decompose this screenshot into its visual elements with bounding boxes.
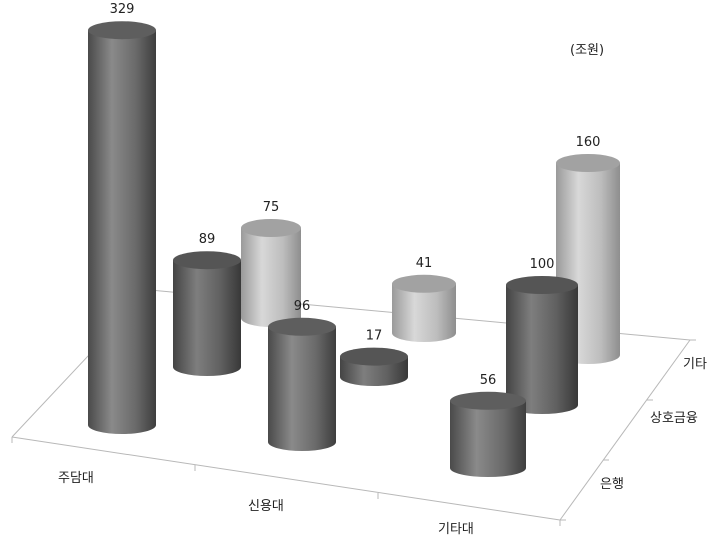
bar-body-0-0 <box>88 30 156 434</box>
bar-body-2-0 <box>241 228 301 327</box>
bar-body-2-1 <box>392 283 456 342</box>
category-label-0: 주담대 <box>58 471 94 486</box>
data-label-2-2: 160 <box>576 135 601 150</box>
depth-axis-ticks <box>560 339 696 521</box>
bar-top-2-0 <box>241 219 301 237</box>
data-label-2-0: 75 <box>263 200 280 215</box>
bar-1-2: 100 <box>506 257 578 414</box>
data-label-1-2: 100 <box>530 257 555 272</box>
data-label-1-0: 89 <box>199 232 216 247</box>
bar-body-1-2 <box>506 285 578 414</box>
category-label-2: 기타대 <box>438 522 474 537</box>
bar-top-1-0 <box>173 251 241 270</box>
data-label-2-1: 41 <box>416 256 433 271</box>
bar-0-1: 96 <box>268 299 336 451</box>
data-label-1-1: 17 <box>366 329 383 344</box>
bar-2-0: 75 <box>241 200 301 327</box>
bar-1-1: 17 <box>340 329 408 386</box>
category-label-1: 신용대 <box>248 499 284 514</box>
data-label-0-2: 56 <box>480 373 497 388</box>
bar-1-0: 89 <box>173 232 241 376</box>
depth-label-2: 기타 <box>683 357 707 372</box>
data-label-0-0: 329 <box>110 2 135 17</box>
bar-0-2: 56 <box>450 373 526 477</box>
bar-top-1-2 <box>506 276 578 294</box>
bars-group: 75 41 160 89 17 100 329 96 56 <box>88 2 620 477</box>
bar-top-0-2 <box>450 391 526 410</box>
right-floor-edge <box>559 339 691 521</box>
bar-body-0-1 <box>268 326 336 451</box>
bar-top-2-1 <box>392 274 456 293</box>
bar-top-0-0 <box>88 21 156 40</box>
bar-body-0-2 <box>450 400 526 477</box>
front-floor-edge <box>11 436 561 521</box>
bar-0-0: 329 <box>88 2 156 434</box>
bar-top-2-2 <box>556 154 620 172</box>
bar-body-1-0 <box>173 260 241 376</box>
front-axis-ticks <box>11 437 561 526</box>
bar-2-1: 41 <box>392 256 456 342</box>
data-label-0-1: 96 <box>294 299 311 314</box>
depth-label-1: 상호금융 <box>650 411 698 426</box>
depth-label-0: 은행 <box>600 476 624 492</box>
bar-top-0-1 <box>268 317 336 336</box>
unit-label: (조원) <box>570 43 604 58</box>
bar-top-1-1 <box>340 347 408 366</box>
